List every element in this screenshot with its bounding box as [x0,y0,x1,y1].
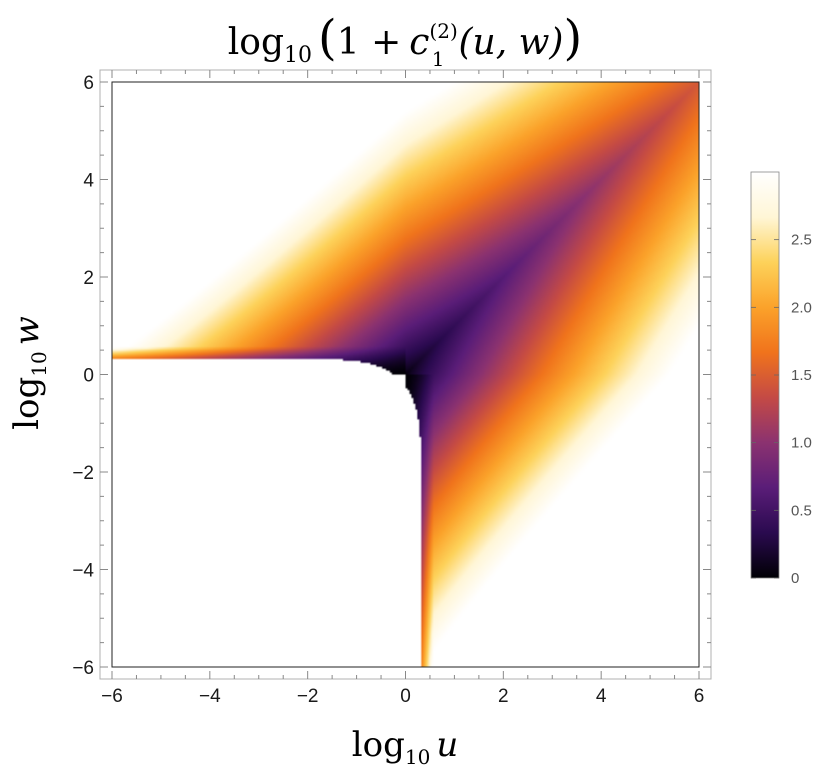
y-tick-label: −6 [72,658,94,679]
title-c-sub: 1 [432,47,445,71]
title-open-paren: ( [318,10,337,66]
y-tick-label: 0 [83,366,94,387]
y-tick-label: 2 [83,268,94,289]
chart-title: log10 (1 + c(2) 1 (u, w)) [228,10,582,71]
y-ticks: −6 −4 −2 0 2 4 6 [72,73,711,679]
colorbar-tick-label: 2.5 [791,232,812,249]
ylabel-var: w [7,316,47,345]
title-args: (u, w) [459,22,564,63]
y-tick-label: −2 [72,463,94,484]
y-tick-label: 4 [83,171,94,192]
colorbar-tick-label: 1.5 [791,367,812,384]
title-fn-sub: 10 [284,43,312,68]
x-tick-label: 0 [400,686,411,707]
plot-border [111,81,700,668]
colorbar-tick-label: 1.0 [791,435,812,452]
colorbar-tick-label: 0.5 [791,502,812,519]
heatmap-image [112,82,699,667]
y-tick-label: −4 [72,561,94,582]
title-fn: log [228,22,284,63]
x-tick-label: −6 [101,686,123,707]
title-c-sup: (2) [429,19,457,43]
title-close-paren: ) [563,10,582,66]
x-tick-label: −4 [199,686,221,707]
x-tick-label: 2 [498,686,509,707]
colorbar-tick-label: 0 [791,570,799,587]
x-tick-label: 4 [596,686,607,707]
xlabel-var: u [436,725,458,765]
colorbar-ticks: 0 0.5 1.0 1.5 2.0 2.5 [751,232,812,587]
x-tick-label: −2 [297,686,319,707]
y-tick-label: 6 [83,73,94,94]
title-one-plus: 1 + [337,22,402,63]
x-ticks: −6 −4 −2 0 2 4 6 [101,70,704,707]
title-c: c [409,22,429,63]
x-tick-label: 6 [694,686,705,707]
colorbar-tick-label: 2.0 [791,299,812,316]
xlabel-sub: 10 [405,745,430,769]
x-axis-label: log10 u [352,725,458,769]
ylabel-sub: 10 [27,351,51,376]
xlabel-fn: log [352,725,405,765]
ylabel-fn: log [7,377,47,430]
y-axis-label: log10 w [7,316,51,430]
